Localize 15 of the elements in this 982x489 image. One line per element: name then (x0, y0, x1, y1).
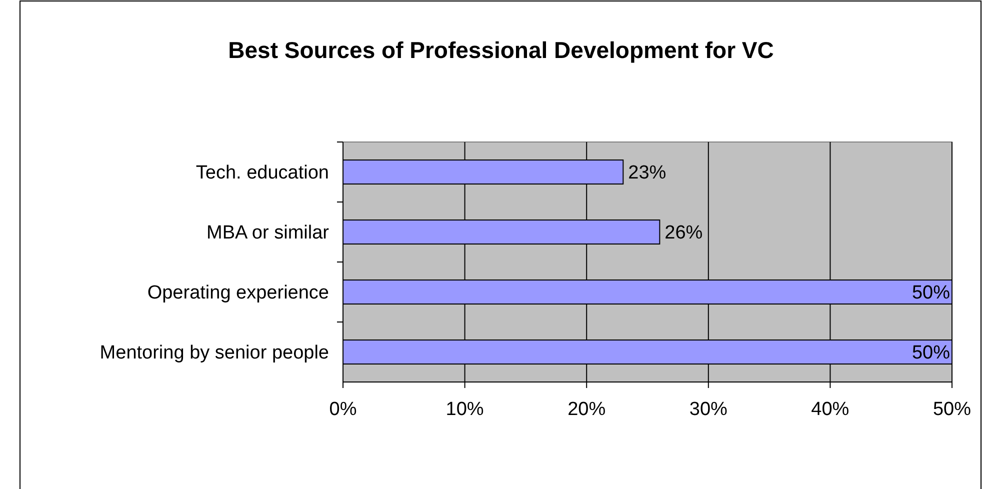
data-label: 23% (628, 162, 666, 184)
y-tick-label: Mentoring by senior people (100, 342, 329, 364)
y-tick-label: Operating experience (147, 282, 329, 304)
chart-title: Best Sources of Professional Development for VC (228, 37, 774, 63)
x-tick-label: 50% (932, 399, 972, 420)
data-label: 26% (664, 222, 703, 244)
x-tick-label: 40% (811, 399, 850, 420)
x-tick-label: 20% (568, 399, 606, 420)
y-tick-label: Tech. education (196, 162, 329, 184)
y-tick-label: MBA or similar (206, 222, 330, 244)
x-tick-label: 30% (689, 399, 728, 420)
x-tick-label: 10% (446, 399, 484, 420)
data-label: 50% (912, 282, 950, 304)
x-tick-label: 0% (329, 399, 357, 420)
data-label: 50% (912, 342, 950, 364)
